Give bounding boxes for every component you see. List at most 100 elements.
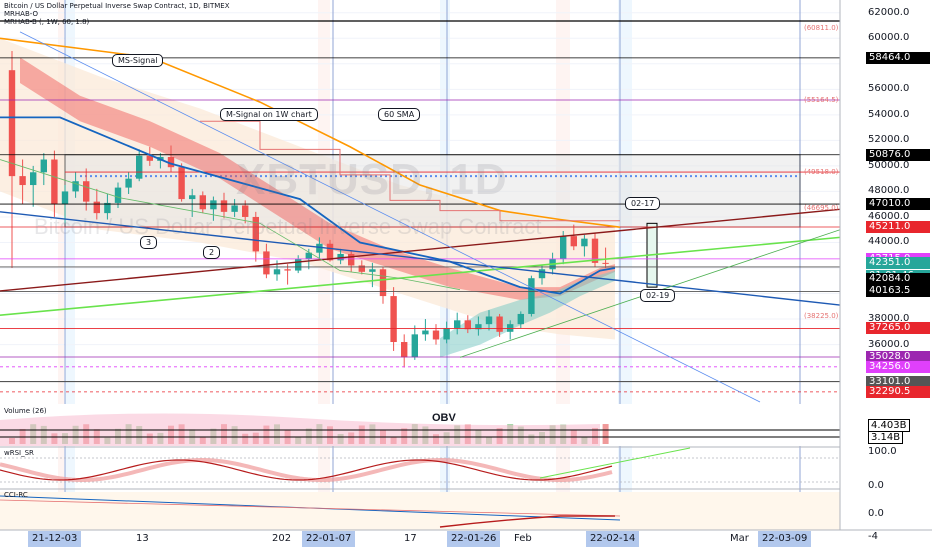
- candle-body: [432, 330, 440, 340]
- price-tick: 46000.0: [868, 210, 910, 222]
- candle-body: [252, 216, 259, 252]
- long-blue-trend: [19, 31, 761, 403]
- candle-body: [231, 205, 238, 212]
- time-marker-label: 22-01-26: [447, 531, 501, 547]
- price-tick: 56000.0: [868, 83, 910, 95]
- candle-body: [454, 320, 461, 328]
- candle-body: [263, 251, 270, 275]
- candle-body: [273, 269, 281, 275]
- candle-body: [591, 238, 599, 263]
- candle-body: [8, 70, 16, 177]
- candle-body: [61, 191, 69, 205]
- time-marker-label: 22-02-14: [586, 531, 640, 547]
- indicator-value: -4: [868, 531, 878, 542]
- price-tick: 54000.0: [868, 108, 910, 120]
- chart-legend: Bitcoin / US Dollar Perpetual Inverse Sw…: [4, 2, 230, 26]
- m-signal-step: [200, 120, 620, 222]
- candle-body: [210, 200, 217, 210]
- price-tick: 38000.0: [868, 313, 910, 325]
- price-label: 40163.5: [866, 285, 930, 298]
- ms-thin-line: [0, 159, 461, 291]
- candle-body: [581, 238, 588, 247]
- candle-body: [220, 200, 228, 212]
- time-marker-label: 21-12-03: [28, 531, 82, 547]
- price-label: 47010.0: [866, 198, 930, 211]
- candle-body: [51, 159, 58, 205]
- obv-label: OBV: [432, 412, 456, 424]
- marker-3: 3: [140, 236, 158, 249]
- candle-body: [411, 334, 418, 358]
- candle-body: [485, 316, 493, 325]
- candle-body: [19, 176, 26, 186]
- candle-body: [517, 313, 524, 325]
- symbol-watermark: XBTUSD, 1D: [236, 155, 508, 204]
- volume-bar: [602, 424, 609, 444]
- candle-body: [136, 155, 143, 179]
- candle-body: [72, 181, 79, 192]
- support-trend: [0, 236, 841, 317]
- candle-body: [189, 195, 196, 200]
- candle-body: [464, 320, 471, 330]
- level-note: (60811.0): [804, 23, 839, 32]
- candle-body: [242, 205, 249, 217]
- price-label: 42084.0: [866, 272, 930, 285]
- legend-symbol: Bitcoin / US Dollar Perpetual Inverse Sw…: [4, 2, 230, 10]
- time-tick: 202: [272, 533, 292, 544]
- candle-body: [125, 178, 132, 188]
- highlight-stripe: [618, 0, 632, 530]
- candle-body: [358, 265, 365, 272]
- candle-body: [422, 330, 429, 335]
- cci-panel-title: CCI-RC: [4, 491, 28, 499]
- candle-body: [443, 327, 450, 340]
- candle-body: [390, 296, 397, 343]
- time-tick: 17: [404, 533, 417, 544]
- time-marker-label: 22-01-07: [302, 531, 356, 547]
- volume-panel-title: Volume (26): [4, 407, 47, 415]
- candle-body: [507, 324, 514, 332]
- wrsi-panel-title: wRSI_SR: [4, 449, 34, 457]
- legend-indicator-2: MRHAB-B (, 1W, 60, 1.8): [4, 18, 90, 26]
- level-note: (55164.5): [804, 95, 839, 104]
- candle-body: [146, 155, 153, 161]
- indicator-value: 0.0: [868, 480, 884, 491]
- price-label: 58464.0: [866, 51, 930, 64]
- resistance-trend: [0, 208, 841, 292]
- price-tick: 50000.0: [868, 159, 910, 171]
- candle-body: [30, 172, 37, 186]
- price-label: 33101.0: [866, 375, 930, 388]
- price-label: 34256.0: [866, 360, 930, 373]
- marker-2: 2: [203, 246, 221, 259]
- price-label: 32290.5: [866, 385, 930, 398]
- candle-body: [570, 236, 577, 247]
- sma60-callout: 60 SMA: [378, 108, 421, 121]
- price-tick: 62000.0: [868, 6, 910, 18]
- candle-body: [114, 187, 122, 203]
- rsi-trend: [539, 447, 691, 479]
- time-tick: Mar: [730, 533, 749, 544]
- candle-body: [295, 259, 302, 271]
- candle-body: [305, 252, 312, 260]
- candle-body: [348, 253, 355, 266]
- candle-body: [560, 236, 567, 260]
- indicator-value: 100.0: [868, 446, 897, 457]
- teal-ribbon: [440, 270, 615, 358]
- time-tick: 13: [136, 533, 149, 544]
- time-tick: Feb: [514, 533, 532, 544]
- price-tick: 36000.0: [868, 338, 910, 350]
- price-tick: 52000.0: [868, 134, 910, 146]
- name-watermark: Bitcoin / US Dollar Perpetual Inverse Sw…: [34, 214, 542, 239]
- sma60-line: [0, 37, 621, 228]
- candle-body: [83, 181, 90, 202]
- candle-body: [284, 269, 291, 271]
- candle-body: [496, 316, 503, 332]
- candle-body: [93, 201, 100, 214]
- date-callout-0217: 02-17: [625, 197, 661, 210]
- candle-body: [379, 269, 387, 297]
- level-note: (38225.0): [804, 312, 839, 321]
- date-callout-0219: 02-19: [640, 289, 676, 302]
- candle-body: [538, 269, 546, 279]
- price-label: 37265.0: [866, 322, 930, 335]
- candle-body: [178, 167, 185, 200]
- indicator-value: 3.14B: [868, 431, 904, 444]
